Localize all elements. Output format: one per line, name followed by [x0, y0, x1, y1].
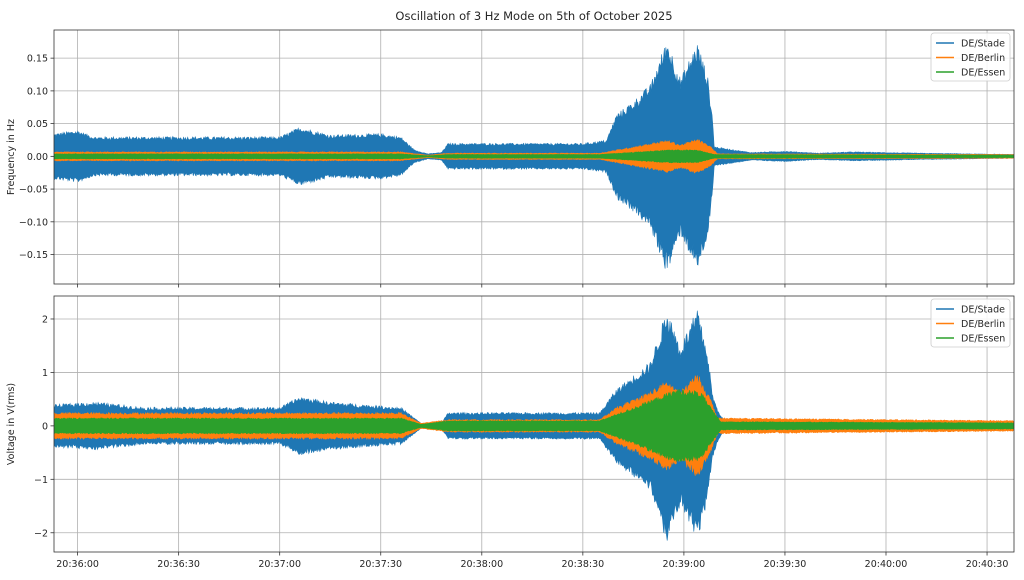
y-tick-label: 0.15	[27, 54, 48, 65]
legend-label: DE/Essen	[961, 334, 1005, 345]
y-tick-label: −2	[34, 528, 48, 539]
axes-frame	[53, 295, 1015, 553]
y-tick-label: 0	[42, 421, 48, 432]
y-tick-label: −0.05	[19, 185, 48, 196]
legend-label: DE/Berlin	[961, 53, 1005, 64]
legend-label: DE/Stade	[961, 305, 1005, 316]
legend-label: DE/Stade	[961, 39, 1005, 50]
legend-label: DE/Berlin	[961, 319, 1005, 330]
voltage-axes: 20:36:00 20:36:30 20:37:00 20:37:30 20:38:00…	[6, 295, 1015, 570]
legend: DE/Stade DE/Berlin DE/Essen	[930, 298, 1011, 348]
x-tick-label: 20:37:00	[258, 559, 301, 570]
y-tick-label: 2	[42, 314, 48, 325]
y-tick-label: 1	[42, 368, 48, 379]
y-tick-label: −1	[34, 475, 48, 486]
legend: DE/Stade DE/Berlin DE/Essen	[930, 32, 1011, 82]
y-axis-label: Voltage in V(rms)	[6, 383, 17, 465]
axes-frame	[53, 29, 1015, 285]
legend-box	[930, 298, 1011, 348]
y-tick-label: −0.15	[19, 250, 48, 261]
y-tick-label: −0.10	[19, 217, 48, 228]
x-tick-label: 20:40:30	[966, 559, 1009, 570]
series-de-essen	[54, 388, 1014, 463]
legend-label: DE/Essen	[961, 68, 1005, 79]
frequency-axes: −0.15 −0.10 −0.05 0.00 0.05 0.10 0.15 Frequency…	[6, 29, 1015, 288]
x-tick-label: 20:40:00	[865, 559, 908, 570]
y-tick-label: 0.05	[27, 119, 48, 130]
y-tick-label: 0.00	[27, 152, 48, 163]
y-tick-label: 0.10	[27, 86, 48, 97]
x-tick-label: 20:37:30	[359, 559, 402, 570]
y-axis-label: Frequency in Hz	[6, 119, 17, 195]
x-tick-label: 20:39:30	[764, 559, 807, 570]
x-tick-label: 20:36:30	[157, 559, 200, 570]
x-tick-label: 20:36:00	[56, 559, 99, 570]
x-tick-label: 20:38:30	[562, 559, 605, 570]
chart-title: Oscillation of 3 Hz Mode on 5th of Octob…	[395, 9, 672, 23]
x-tick-label: 20:39:00	[663, 559, 706, 570]
x-tick-label: 20:38:00	[460, 559, 503, 570]
legend-box	[930, 32, 1011, 82]
